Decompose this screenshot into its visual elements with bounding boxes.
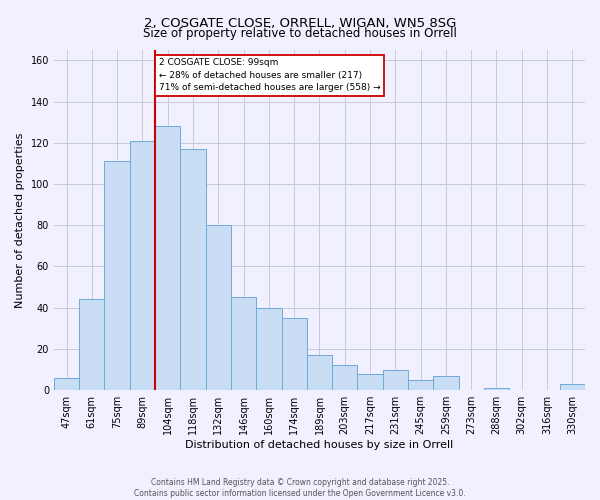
Bar xyxy=(560,384,585,390)
Text: 2 COSGATE CLOSE: 99sqm
← 28% of detached houses are smaller (217)
71% of semi-de: 2 COSGATE CLOSE: 99sqm ← 28% of detached… xyxy=(159,58,380,92)
Bar xyxy=(408,380,433,390)
Text: Size of property relative to detached houses in Orrell: Size of property relative to detached ho… xyxy=(143,28,457,40)
Bar xyxy=(206,226,231,390)
Bar xyxy=(54,378,79,390)
Bar xyxy=(358,374,383,390)
Text: Contains HM Land Registry data © Crown copyright and database right 2025.
Contai: Contains HM Land Registry data © Crown c… xyxy=(134,478,466,498)
Bar xyxy=(332,366,358,390)
Text: 2, COSGATE CLOSE, ORRELL, WIGAN, WN5 8SG: 2, COSGATE CLOSE, ORRELL, WIGAN, WN5 8SG xyxy=(144,18,456,30)
Bar xyxy=(256,308,281,390)
Bar xyxy=(104,162,130,390)
Y-axis label: Number of detached properties: Number of detached properties xyxy=(15,132,25,308)
Bar xyxy=(281,318,307,390)
X-axis label: Distribution of detached houses by size in Orrell: Distribution of detached houses by size … xyxy=(185,440,454,450)
Bar xyxy=(155,126,181,390)
Bar xyxy=(383,370,408,390)
Bar xyxy=(307,355,332,390)
Bar xyxy=(79,300,104,390)
Bar xyxy=(484,388,509,390)
Bar xyxy=(130,140,155,390)
Bar xyxy=(433,376,458,390)
Bar xyxy=(181,149,206,390)
Bar xyxy=(231,298,256,390)
